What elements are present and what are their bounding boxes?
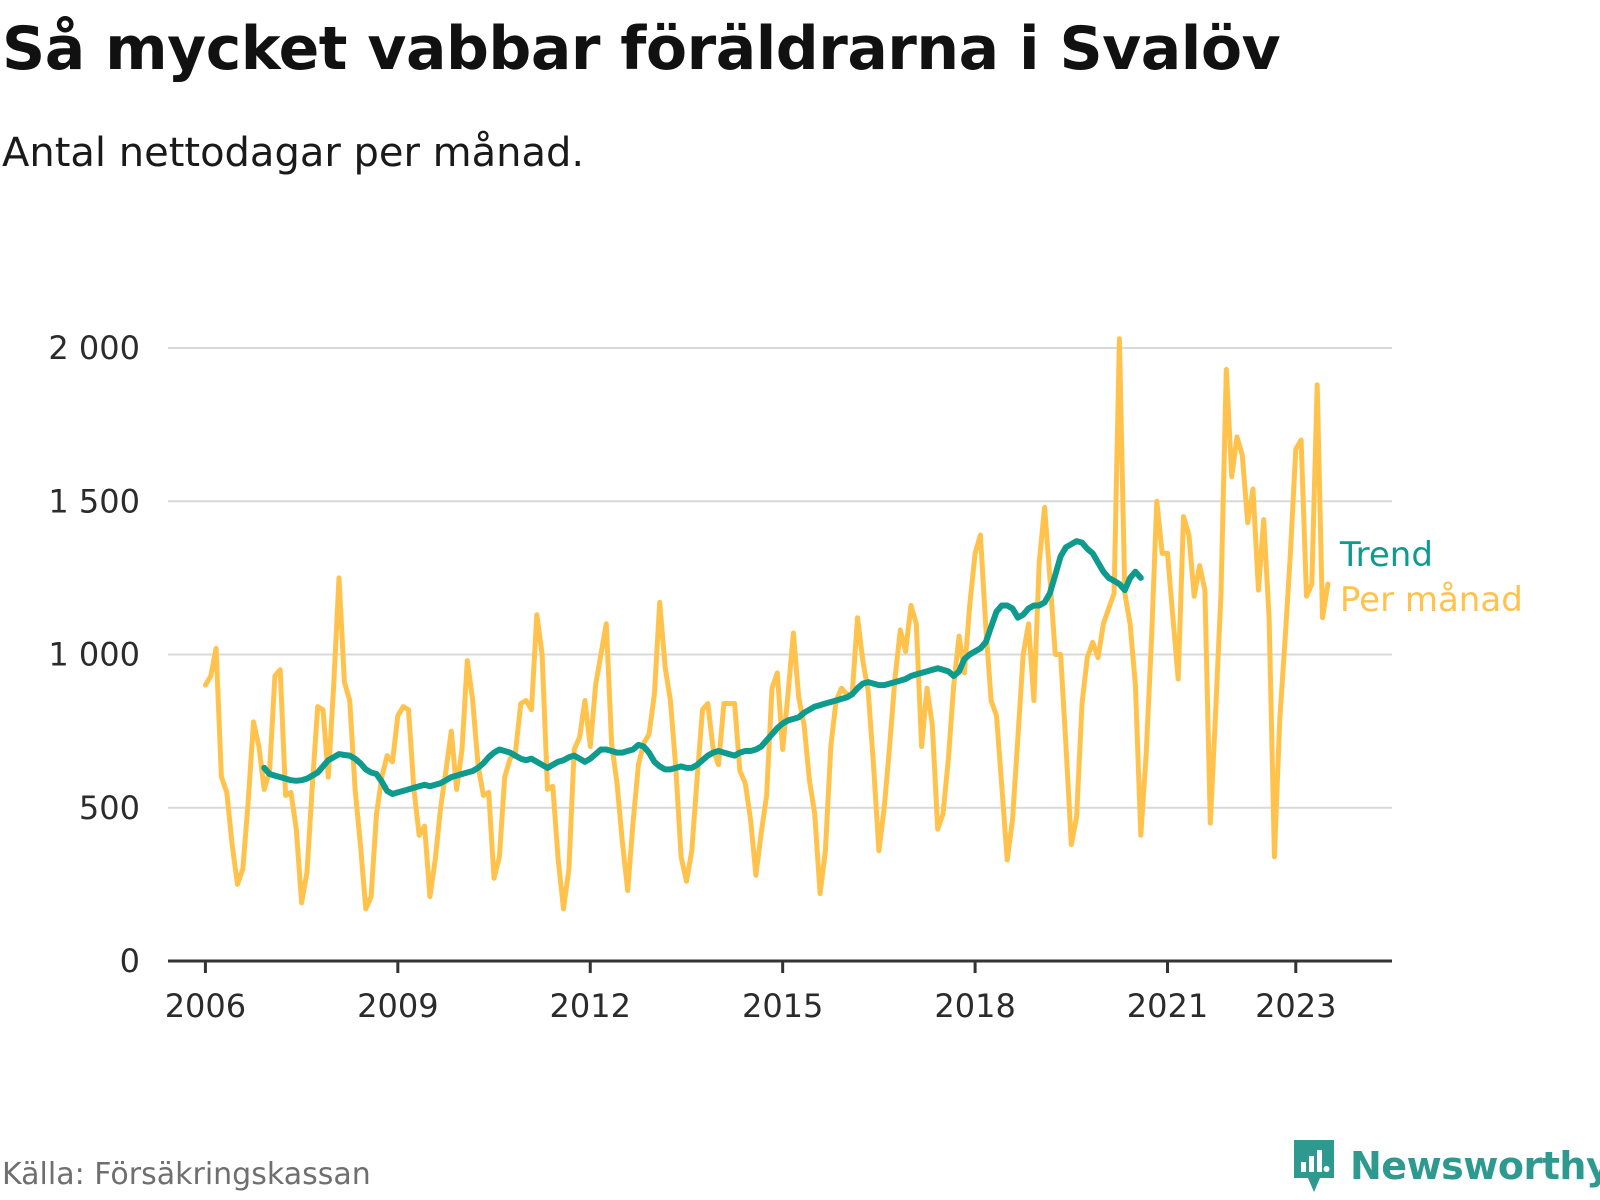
legend-trend: Trend (1339, 535, 1433, 575)
monthly-series-line (202, 336, 1331, 912)
x-tick-label: 2018 (934, 987, 1015, 1025)
series-lines (202, 336, 1331, 912)
y-tick-label: 1 000 (48, 636, 140, 674)
x-tick-label: 2015 (742, 987, 823, 1025)
chart-subtitle: Antal nettodagar per månad. (2, 130, 585, 176)
y-tick-label: 1 500 (48, 482, 140, 520)
y-tick-label: 2 000 (48, 329, 140, 367)
x-tick-label: 2023 (1255, 987, 1336, 1025)
x-axis: 2006 2009 2012 2015 2018 2021 2023 (165, 959, 1392, 1025)
x-tick-label: 2012 (550, 987, 631, 1025)
brand-logo: Newsworthy (1292, 1138, 1600, 1194)
y-tick-label: 500 (79, 789, 140, 827)
x-tick-label: 2009 (357, 987, 438, 1025)
brand-name: Newsworthy (1350, 1144, 1600, 1188)
x-tick-label: 2006 (165, 987, 246, 1025)
legend-per-manad: Per månad (1340, 580, 1523, 620)
newsworthy-logo-icon (1294, 1140, 1334, 1192)
chart-title: Så mycket vabbar föräldrarna i Svalöv (2, 14, 1281, 84)
y-tick-label: 0 (120, 942, 140, 980)
source-note: Källa: Försäkringskassan (2, 1157, 371, 1192)
legend: Trend Per månad (1339, 535, 1523, 620)
x-tick-label: 2021 (1127, 987, 1208, 1025)
trend-series-line (261, 538, 1144, 797)
y-axis-labels: 0 500 1 000 1 500 2 000 (48, 329, 140, 980)
gridlines (168, 347, 1392, 809)
